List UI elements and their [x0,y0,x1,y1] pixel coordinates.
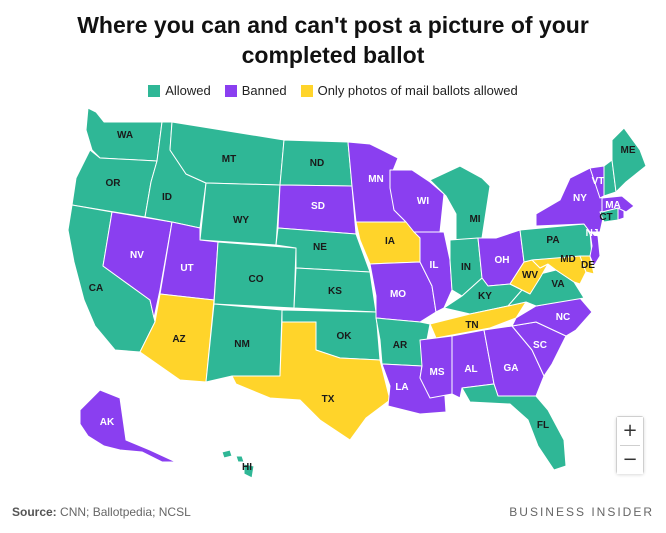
label-pa: PA [546,235,559,246]
footer: Source: CNN; Ballotpedia; NCSL BUSINESS … [12,505,654,519]
label-wa: WA [117,130,133,141]
zoom-control: + − [616,416,644,474]
legend-label-banned: Banned [241,83,287,98]
label-ca: CA [89,283,103,294]
label-va: VA [551,279,564,290]
legend-swatch-allowed [148,84,161,97]
label-in: IN [461,262,471,273]
legend-label-mail-only: Only photos of mail ballots allowed [317,83,518,98]
label-ga: GA [504,363,519,374]
label-md: MD [560,254,576,265]
source-text: CNN; Ballotpedia; NCSL [56,505,191,519]
zoom-in-button[interactable]: + [617,417,643,445]
label-ar: AR [393,340,408,351]
label-sd: SD [311,201,325,212]
label-il: IL [430,260,439,271]
legend-swatch-mail-only [300,84,313,97]
source-label: Source: [12,505,57,519]
label-nm: NM [234,339,250,350]
label-oh: OH [495,255,510,266]
state-ma[interactable] [601,195,635,213]
state-wy[interactable] [199,182,281,246]
legend-item-banned: Banned [224,83,287,98]
zoom-divider [620,445,640,446]
label-mo: MO [390,289,406,300]
state-me[interactable] [611,127,647,193]
label-ia: IA [385,236,395,247]
brand-logo: BUSINESS INSIDER [509,505,654,519]
state-ak[interactable] [79,389,177,463]
label-de: DE [581,260,595,271]
label-hi: HI [242,462,252,473]
legend-swatch-banned [224,84,237,97]
label-nd: ND [310,158,324,169]
label-me: ME [621,145,636,156]
state-il[interactable] [413,231,453,313]
label-al: AL [464,364,477,375]
label-tn: TN [465,320,478,331]
label-ct: CT [599,212,612,223]
label-nv: NV [130,250,144,261]
label-nj: NJ [586,228,599,239]
source-note: Source: CNN; Ballotpedia; NCSL [12,505,191,519]
label-wv: WV [522,270,538,281]
legend-item-mail-only: Only photos of mail ballots allowed [300,83,518,98]
label-tx: TX [322,394,335,405]
label-sc: SC [533,340,547,351]
label-id: ID [162,192,172,203]
label-nc: NC [556,312,570,323]
state-tn[interactable] [429,301,527,339]
label-wy: WY [233,215,249,226]
label-ok: OK [337,331,353,342]
label-vt: VT [592,176,605,187]
state-de[interactable] [579,255,595,275]
legend-label-allowed: Allowed [165,83,211,98]
state-hi[interactable] [221,449,255,479]
label-wi: WI [417,196,429,207]
label-ak: AK [100,417,115,428]
zoom-out-button[interactable]: − [617,446,643,474]
label-mi: MI [469,214,480,225]
legend-item-allowed: Allowed [148,83,211,98]
label-or: OR [106,178,122,189]
label-la: LA [395,382,408,393]
label-ny: NY [573,193,587,204]
state-tx[interactable] [231,321,391,441]
label-mn: MN [368,174,384,185]
map-title: Where you can and can't post a picture o… [77,12,589,68]
label-ms: MS [430,367,445,378]
label-fl: FL [537,420,549,431]
label-co: CO [249,274,264,285]
state-mi[interactable] [429,165,491,241]
label-ut: UT [180,263,193,274]
label-ks: KS [328,286,342,297]
label-ky: KY [478,291,492,302]
label-ma: MA [605,200,621,211]
label-az: AZ [172,334,185,345]
legend: Allowed Banned Only photos of mail ballo… [0,83,666,98]
label-mt: MT [222,154,236,165]
state-fl[interactable] [461,383,567,471]
label-ne: NE [313,242,327,253]
state-nj[interactable] [589,231,601,267]
